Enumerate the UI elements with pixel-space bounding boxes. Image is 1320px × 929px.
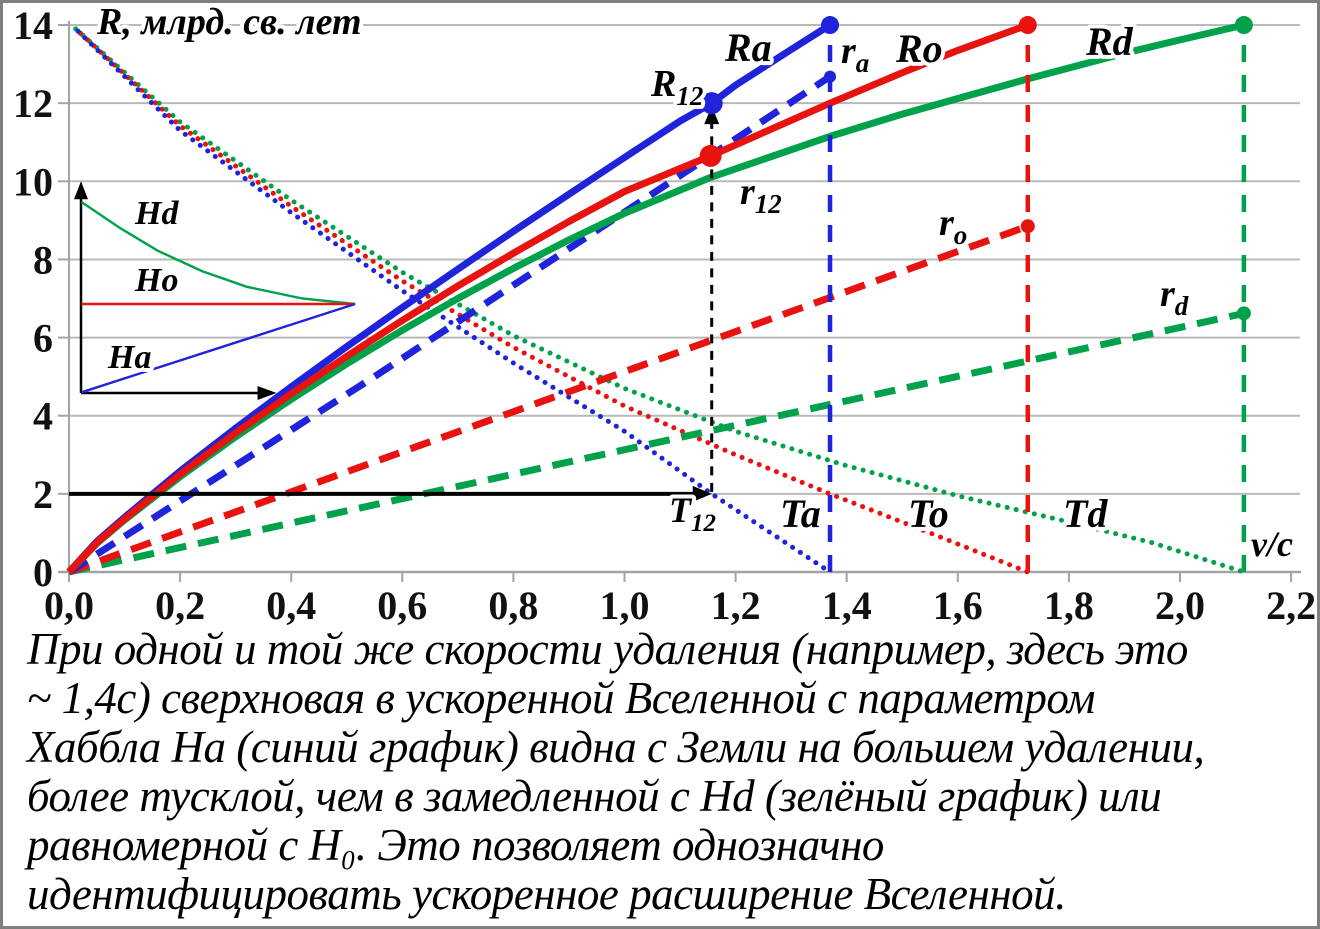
marker-R12: [700, 92, 723, 115]
label-R12: R12: [650, 63, 703, 111]
caption-line: Хаббла Ha (синий график) видна с Земли н…: [27, 722, 1205, 772]
x-tick-label: 1,2: [711, 583, 761, 628]
label-To: To: [908, 491, 949, 536]
axes: [58, 21, 1301, 582]
series-ra: [67, 73, 832, 575]
marker-Rd-end: [1234, 16, 1253, 35]
series-rd: [68, 309, 1245, 576]
y-tick-label: 8: [33, 237, 53, 282]
label-ro: ro: [939, 202, 967, 250]
expansion-chart: 0,0 0,2 0,4 0,6 0,8 1,0 1,2 1,4 1,6 1,8 2,0 2,2 0 2 4 6…: [13, 3, 1316, 628]
label-Ta: Ta: [780, 491, 821, 536]
annotation-t12: [69, 106, 720, 502]
marker-ro-end: [1020, 219, 1035, 234]
label-Ho: Ho: [134, 262, 178, 299]
y-tick-label: 4: [33, 394, 53, 439]
x-tick-label: 0,8: [488, 583, 538, 628]
caption-line: идентифицировать ускоренное расширение В…: [27, 869, 1066, 919]
y-tick-label: 14: [13, 3, 53, 48]
y-tick-label: 2: [33, 472, 53, 517]
x-tick-label: 1,4: [822, 583, 872, 628]
inset-x-arrow-icon: [257, 386, 277, 401]
caption-line: равномерной с H₀. Это позволяет однознач…: [27, 820, 884, 870]
label-r12: r12: [740, 171, 782, 219]
caption-line: ~ 1,4c) сверхновая в ускоренной Вселенно…: [27, 673, 1095, 723]
title: R, млрд. св. лет: [96, 3, 362, 43]
label-ra: ra: [841, 30, 869, 78]
y-tick-label: 0: [33, 550, 53, 595]
marker-rd-end: [1236, 306, 1251, 321]
label-T12: T12: [669, 490, 716, 537]
marker-Ro-end: [1018, 16, 1037, 35]
x-tick-label: 2,0: [1155, 583, 1205, 628]
x-tick-label: 1,8: [1044, 583, 1094, 628]
series-Rd: [66, 21, 1245, 575]
series-Td: [73, 26, 1247, 575]
label-Ro: Ro: [895, 26, 943, 71]
gridlines: [69, 24, 1300, 495]
label-Ha: Ha: [107, 339, 151, 376]
series: [66, 21, 1247, 576]
series-Ro: [66, 21, 1029, 575]
series-Ta: [73, 26, 833, 575]
x-tick-label: 2,2: [1266, 583, 1316, 628]
arrow-up-icon: [704, 106, 720, 125]
curve-labels: R, млрд. св. лет Ra ra Ro Rd R12 r12 ro rd Ta To Td…: [92, 3, 1297, 568]
x-tick-label: 1,0: [600, 583, 650, 628]
caption-line: При одной и той же скорости удаления (на…: [27, 624, 1188, 674]
marker-Ra-end: [821, 16, 840, 35]
y-tick-label: 10: [13, 159, 53, 204]
label-Rd: Rd: [1085, 19, 1134, 64]
marker-ra-end: [824, 70, 837, 83]
vertical-lines: [827, 25, 1247, 572]
y-tick-label: 12: [13, 81, 53, 126]
marker-r12: [699, 144, 722, 167]
series-To: [73, 26, 1031, 575]
label-Hd: Hd: [134, 195, 179, 232]
x-tick-label: 0,2: [155, 583, 205, 628]
label-Ra: Ra: [724, 25, 772, 70]
x-tick-label: 0,0: [44, 583, 94, 628]
label-vc: v/c: [1251, 524, 1293, 564]
label-Td: Td: [1063, 491, 1108, 536]
label-rd: rd: [1160, 273, 1189, 321]
x-tick-label: 1,6: [933, 583, 983, 628]
inset-hubble-plot: [73, 181, 356, 401]
caption-line: более тусклой, чем в замедленной с Hd (з…: [27, 771, 1162, 821]
tick-labels: 0,0 0,2 0,4 0,6 0,8 1,0 1,2 1,4 1,6 1,8 2,0 2,2 0 2 4 6…: [13, 3, 1316, 628]
inset-series-Hd: [80, 201, 356, 306]
arrow-right-icon: [692, 485, 712, 502]
caption: При одной и той же скорости удаления (на…: [3, 625, 1317, 919]
inset-y-arrow-icon: [73, 181, 88, 200]
series-ro: [67, 222, 1029, 576]
inset-series-Ha: [81, 302, 356, 394]
x-tick-label: 0,6: [377, 583, 427, 628]
markers: [699, 16, 1253, 321]
x-tick-label: 0,4: [266, 583, 316, 628]
y-tick-label: 6: [33, 316, 53, 361]
